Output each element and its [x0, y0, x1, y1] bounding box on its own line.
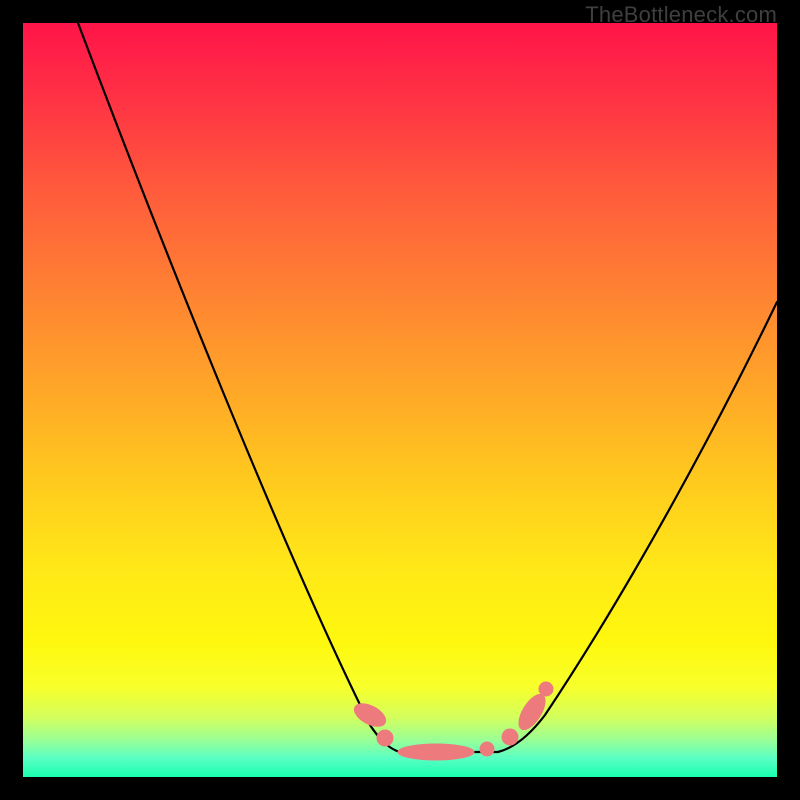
- bottleneck-curve: [78, 23, 777, 752]
- watermark-text: TheBottleneck.com: [585, 2, 777, 28]
- chart-overlay: [0, 0, 800, 800]
- curve-marker: [502, 729, 518, 745]
- curve-marker: [539, 682, 553, 696]
- curve-marker: [480, 742, 494, 756]
- curve-marker: [398, 744, 474, 760]
- curve-marker: [514, 690, 550, 733]
- curve-marker: [377, 730, 393, 746]
